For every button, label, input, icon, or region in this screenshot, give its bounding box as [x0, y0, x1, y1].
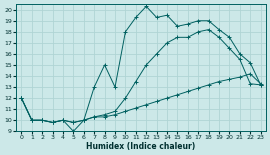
- X-axis label: Humidex (Indice chaleur): Humidex (Indice chaleur): [86, 142, 196, 151]
